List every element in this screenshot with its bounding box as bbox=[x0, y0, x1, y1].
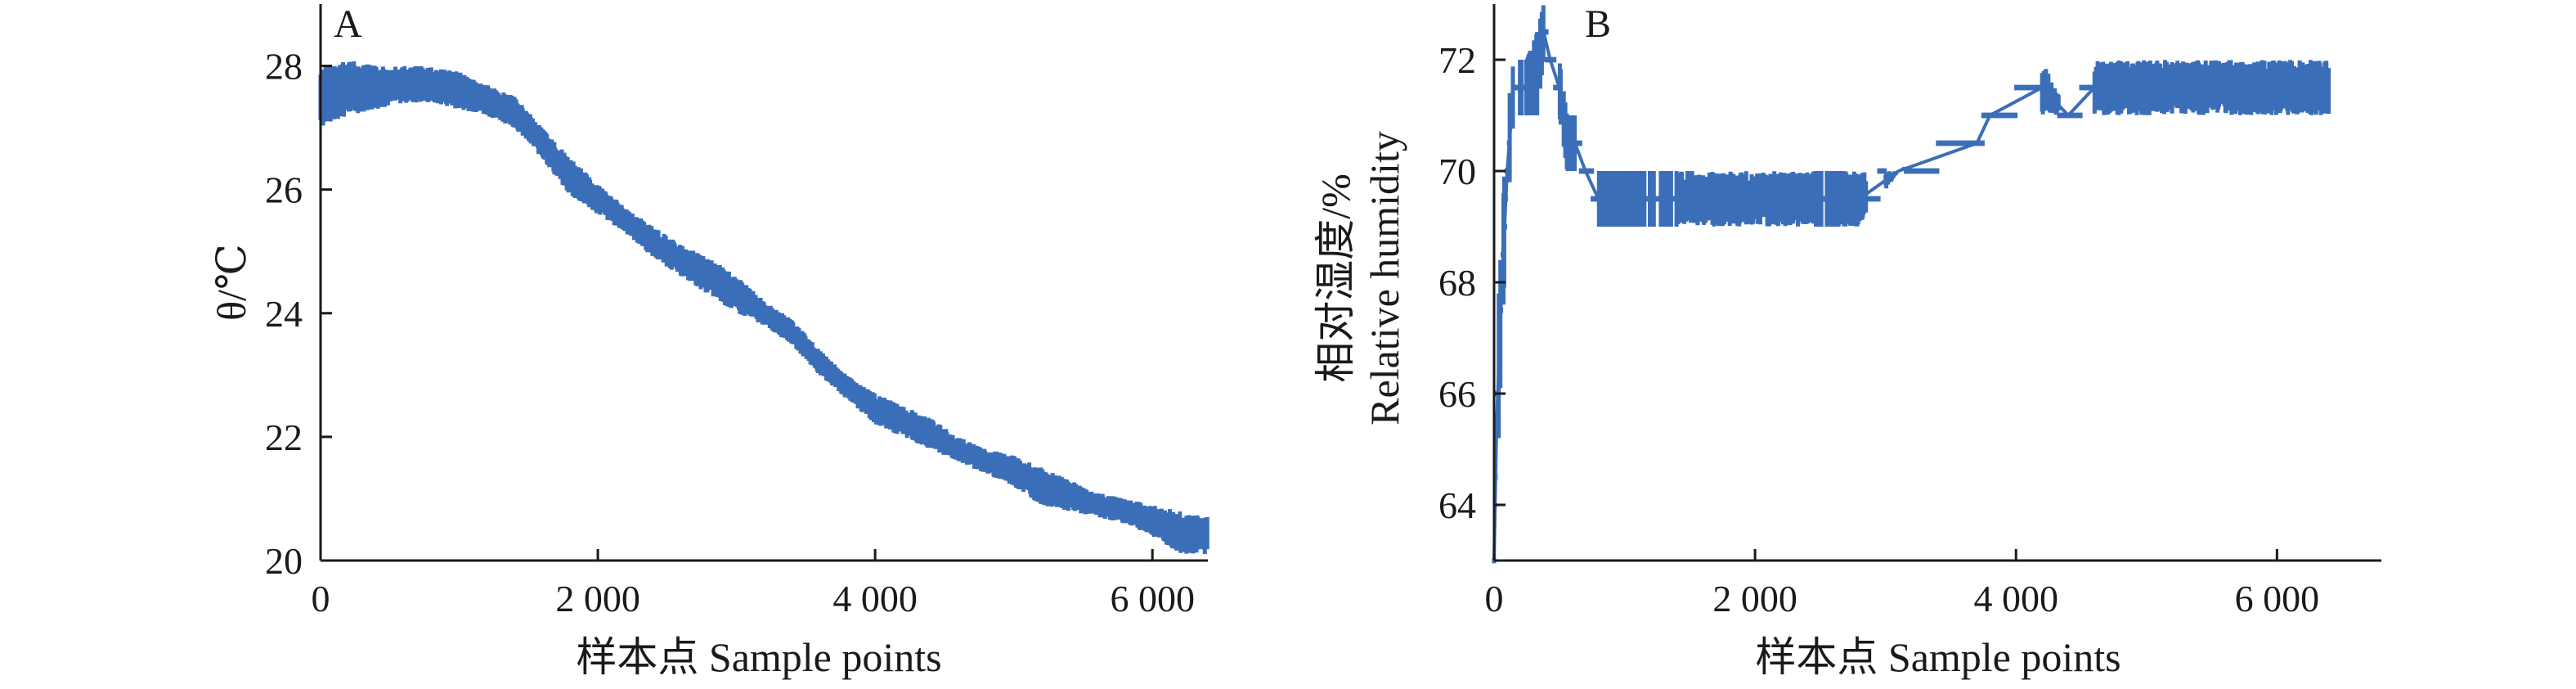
x-tick-label-b: 6 000 bbox=[2235, 578, 2320, 619]
y-tick-label-b: 66 bbox=[1438, 373, 1476, 415]
y-tick-label-a: 26 bbox=[265, 169, 303, 211]
y-tick-label-a: 28 bbox=[265, 46, 303, 88]
x-tick-label-a: 2 000 bbox=[555, 578, 640, 619]
x-tick-label-a: 6 000 bbox=[1110, 578, 1195, 619]
y-tick-label-b: 72 bbox=[1438, 39, 1476, 81]
x-tick-label-a: 4 000 bbox=[832, 578, 918, 619]
y-tick-label-b: 64 bbox=[1438, 484, 1476, 526]
y-tick-label-b: 70 bbox=[1438, 151, 1476, 192]
chart-panel-a: A θ/℃ 样本点 Sample points 20 22 24 26 28 0 2 000… bbox=[209, 2, 1209, 680]
y-tick-label-a: 22 bbox=[265, 417, 303, 458]
y-axis-label-a: θ/℃ bbox=[209, 244, 254, 321]
y-axis-label-b-line1: 相对湿度/% bbox=[1313, 173, 1358, 383]
y-tick-label-a: 24 bbox=[265, 293, 303, 335]
series-a-0 bbox=[318, 61, 1209, 555]
x-tick-label-b: 2 000 bbox=[1712, 578, 1797, 619]
y-tick-label-a: 20 bbox=[265, 540, 303, 582]
series-line-b bbox=[1492, 31, 2330, 561]
panel-label-b: B bbox=[1585, 2, 1611, 46]
y-axis-label-b-line2: Relative humidity bbox=[1362, 131, 1407, 426]
x-tick-label-b: 0 bbox=[1485, 578, 1504, 619]
panel-label-a: A bbox=[334, 2, 362, 46]
x-axis-label-a: 样本点 Sample points bbox=[576, 634, 941, 680]
x-tick-label-b: 4 000 bbox=[1973, 578, 2058, 619]
x-axis-label-b: 样本点 Sample points bbox=[1755, 634, 2120, 680]
x-tick-label-a: 0 bbox=[312, 578, 330, 619]
series-b-0 bbox=[1492, 5, 2331, 564]
y-tick-label-b: 68 bbox=[1438, 262, 1476, 304]
series-envelope-a bbox=[318, 61, 1209, 555]
chart-panel-b: B 相对湿度/% Relative humidity 样本点 Sample po… bbox=[1313, 2, 2381, 680]
